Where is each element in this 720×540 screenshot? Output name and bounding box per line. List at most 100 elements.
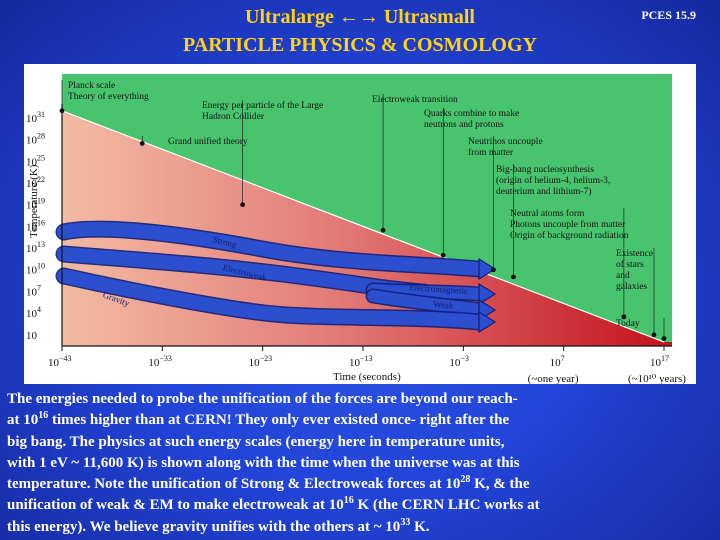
epoch-marker <box>661 336 667 341</box>
y-tick-label: 107 <box>26 283 41 298</box>
y-tick-label-exponent: 19 <box>37 197 45 206</box>
y-tick-label-exponent: 13 <box>37 240 45 249</box>
gravity-arrowhead <box>478 310 497 334</box>
epoch-label-line: Neutrinos uncouple <box>468 137 543 147</box>
x-tick-label-base: 10 <box>550 357 562 369</box>
caption-line: temperature. Note the unification of Str… <box>7 475 530 493</box>
epoch-marker <box>621 314 627 320</box>
y-tick-label-base: 10 <box>26 243 38 255</box>
y-tick-label-base: 10 <box>26 330 38 342</box>
epoch-label-line: Energy per particle of the Large <box>202 100 323 111</box>
caption-line: big bang. The physics at such energy sca… <box>7 434 505 450</box>
caption-text: K (the CERN LHC works at <box>353 497 540 514</box>
caption-text: temperature. Note the unification of Str… <box>7 476 461 493</box>
x-tick-label: 10−13 <box>349 354 373 369</box>
y-tick-label-exponent: 25 <box>37 153 45 162</box>
epoch-label: Neutral atoms form Photons uncouple from … <box>510 208 629 241</box>
force-label-electromagnetic: Electromagnetic <box>409 282 469 296</box>
caption-line: at 1016 times higher than at CERN! They … <box>7 410 509 429</box>
y-tick-label: 1010 <box>26 262 45 277</box>
strong-force-band <box>57 222 486 276</box>
cosmology-chart-figure: Strong Electroweak Electromagnetic Weak Grav… <box>24 64 696 384</box>
x-tick-sublabel: (~one year) <box>528 373 579 384</box>
epoch-label-line: (origin of helium-4, helium-3, <box>496 175 610 186</box>
caption-exponent: 16 <box>38 410 49 422</box>
gravity-force-band <box>57 269 486 329</box>
caption-text: at 10 <box>7 412 39 429</box>
epoch-label: Big-bang nucleosynthesis (origin of heliu… <box>496 165 610 197</box>
weak-force-band <box>367 290 485 316</box>
epoch-label: Neutrinos uncouple from matter <box>468 137 543 158</box>
x-tick-label-base: 10 <box>349 357 361 369</box>
epoch-label-line: Theory of everything <box>68 91 149 102</box>
x-tick-label-exponent: 17 <box>661 354 669 363</box>
force-label-weak: Weak <box>433 299 454 310</box>
caption-line: unification of weak & EM to make electro… <box>7 495 540 514</box>
y-tick-label-exponent: 10 <box>37 262 45 271</box>
y-tick-label-base: 10 <box>26 156 38 168</box>
x-tick-label-exponent: −43 <box>59 354 72 363</box>
epoch-label-line: Existence <box>616 249 653 259</box>
caption-text: K, & the <box>470 476 530 493</box>
x-tick-label: 10−33 <box>148 354 172 369</box>
epoch-label: Existence of stars and galaxies <box>616 249 653 292</box>
epoch-label: Today <box>616 319 640 329</box>
y-tick-label-base: 10 <box>26 286 38 298</box>
caption-exponent: 16 <box>343 495 354 507</box>
x-tick-label: 10−23 <box>249 354 273 369</box>
green-region <box>62 74 672 342</box>
cooling-line <box>61 110 665 343</box>
y-tick-label: 1013 <box>26 240 45 255</box>
x-tick-label-exponent: −23 <box>260 354 273 363</box>
caption-text: big bang. The physics at such energy sca… <box>7 433 505 450</box>
epoch-label-line: Neutral atoms form <box>510 208 585 219</box>
y-tick-label-base: 10 <box>26 135 38 147</box>
epoch-marker <box>651 332 657 338</box>
epoch-label-line: and <box>616 271 630 281</box>
x-tick-label-base: 10 <box>249 357 261 369</box>
y-tick-label-exponent: 22 <box>37 175 45 184</box>
y-tick-label: 1019 <box>26 197 45 212</box>
x-tick-label-exponent: −3 <box>460 354 469 363</box>
y-tick-label-base: 10 <box>26 221 38 233</box>
epoch-label-line: galaxies <box>616 282 647 292</box>
epoch-label-line: Big-bang nucleosynthesis <box>496 165 594 175</box>
epoch-marker <box>491 267 496 273</box>
x-tick-label-exponent: −13 <box>360 354 373 363</box>
y-tick-label-base: 10 <box>26 308 38 320</box>
y-tick-label-exponent: 7 <box>37 283 41 292</box>
epoch-label-line: Grand unified theory <box>168 136 248 147</box>
caption-line: this energy). We believe gravity unifies… <box>7 516 429 535</box>
epoch-marker <box>440 252 446 258</box>
caption-line: with 1 eV ~ 11,600 K) is shown along wit… <box>7 455 520 471</box>
epoch-label: Energy per particle of the Large Hadron C… <box>202 100 323 122</box>
temperature-time-chart: StrongElectroweakElectromagneticWeakGrav… <box>24 64 696 384</box>
x-tick-label-base: 10 <box>449 357 461 369</box>
electromagnetic-arrowhead <box>478 282 497 306</box>
caption-exponent: 33 <box>400 516 411 528</box>
epoch-label-line: from matter <box>468 147 514 158</box>
epoch-label-line: Photons uncouple from matter <box>510 219 626 230</box>
y-tick-label-exponent: 31 <box>37 110 45 119</box>
epoch-marker <box>511 274 516 280</box>
slide-title: Ultralarge ←→ Ultrasmall <box>245 6 475 28</box>
x-tick-label: 1017 <box>650 354 669 369</box>
epoch-label-line: Planck scale <box>68 81 115 91</box>
slide-number: PCES 15.9 <box>641 8 696 22</box>
x-tick-label: 10−43 <box>48 354 72 369</box>
y-tick-label: 104 <box>26 305 41 320</box>
epoch-marker <box>380 227 386 233</box>
y-tick-label-base: 10 <box>26 200 38 212</box>
epoch-label: Electroweak transition <box>372 95 458 105</box>
slide-subtitle: PARTICLE PHYSICS & COSMOLOGY <box>183 34 537 56</box>
y-tick-label-base: 10 <box>26 265 38 277</box>
y-tick-label: 1025 <box>26 153 45 168</box>
y-tick-label-base: 10 <box>26 113 38 125</box>
x-tick-label-exponent: −33 <box>159 354 172 363</box>
caption-text: this energy). We believe gravity unifies… <box>7 518 401 535</box>
y-tick-label-base: 10 <box>26 178 38 190</box>
x-tick-label-base: 10 <box>650 357 662 369</box>
epoch-label-line: deuterium and lithium-7) <box>496 186 592 197</box>
caption-line: The energies needed to probe the unifica… <box>7 391 518 407</box>
epoch-label-line: Quarks combine to make <box>424 109 519 119</box>
